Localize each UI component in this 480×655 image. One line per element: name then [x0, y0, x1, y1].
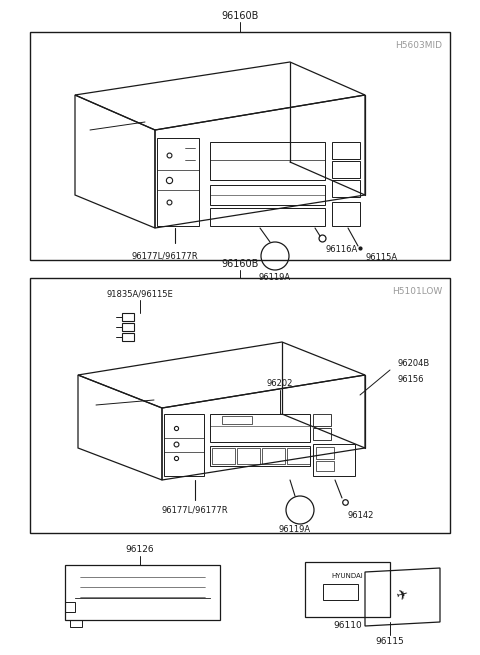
- Bar: [65, 565, 220, 620]
- Bar: [316, 461, 334, 471]
- Bar: [65, 602, 75, 612]
- Bar: [210, 414, 310, 442]
- Text: 96119A: 96119A: [259, 274, 291, 282]
- Bar: [210, 446, 310, 466]
- Text: 96110: 96110: [333, 620, 362, 629]
- Bar: [313, 428, 331, 440]
- Bar: [122, 323, 134, 331]
- Text: 96177L/96177R: 96177L/96177R: [132, 252, 198, 261]
- Bar: [313, 414, 331, 426]
- Bar: [164, 414, 204, 476]
- Text: H5101LOW: H5101LOW: [392, 288, 442, 297]
- Text: 96177L/96177R: 96177L/96177R: [162, 506, 228, 514]
- Bar: [222, 416, 252, 424]
- Bar: [316, 447, 334, 459]
- Bar: [210, 208, 325, 226]
- Text: 96126: 96126: [126, 546, 154, 555]
- Bar: [287, 448, 310, 464]
- Bar: [70, 620, 82, 627]
- Bar: [332, 202, 360, 226]
- Text: 91835A/96115E: 91835A/96115E: [107, 290, 173, 299]
- Text: 96202: 96202: [267, 379, 293, 388]
- Text: H5603MID: H5603MID: [395, 41, 442, 50]
- Bar: [210, 142, 325, 180]
- Text: ✈: ✈: [395, 587, 409, 603]
- Bar: [122, 313, 134, 321]
- Text: HYUNDAI: HYUNDAI: [332, 573, 363, 579]
- Bar: [332, 161, 360, 178]
- Text: 96142: 96142: [348, 510, 374, 519]
- Text: 96119A: 96119A: [279, 525, 311, 534]
- Bar: [237, 448, 260, 464]
- Text: 96160B: 96160B: [221, 11, 259, 21]
- Bar: [157, 138, 199, 226]
- Bar: [313, 444, 355, 476]
- Text: 96160B: 96160B: [221, 259, 259, 269]
- Text: 96115: 96115: [376, 637, 404, 646]
- Bar: [262, 448, 285, 464]
- Text: 96156: 96156: [397, 375, 423, 383]
- Bar: [332, 142, 360, 159]
- Bar: [332, 180, 360, 197]
- Bar: [305, 562, 390, 617]
- Bar: [323, 584, 358, 600]
- Bar: [30, 32, 450, 260]
- Bar: [122, 333, 134, 341]
- Bar: [212, 448, 235, 464]
- Bar: [210, 185, 325, 205]
- Text: 96116A: 96116A: [325, 246, 357, 255]
- Bar: [30, 278, 450, 533]
- Text: 96204B: 96204B: [397, 358, 429, 367]
- Text: 96115A: 96115A: [365, 253, 397, 263]
